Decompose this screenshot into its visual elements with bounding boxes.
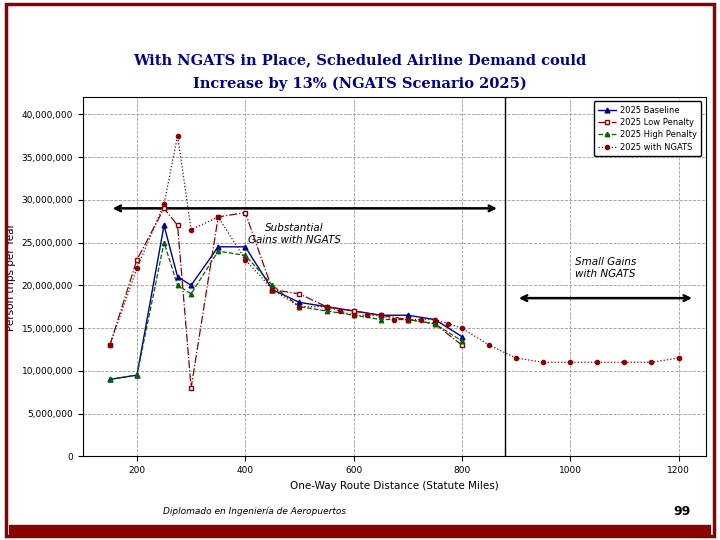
Line: 2025 Baseline: 2025 Baseline xyxy=(107,223,464,382)
2025 High Penalty xyxy=(295,303,304,310)
Line: 2025 High Penalty: 2025 High Penalty xyxy=(108,240,464,382)
2025 High Penalty xyxy=(322,308,330,314)
2025 Low Penalty xyxy=(268,286,276,293)
Y-axis label: Person trips per Year: Person trips per Year xyxy=(6,223,16,330)
2025 High Penalty xyxy=(268,282,276,288)
2025 with NGATS xyxy=(160,201,168,207)
2025 with NGATS xyxy=(214,214,222,220)
Text: Diplomado en Ingeniería de Aeropuertos: Diplomado en Ingeniería de Aeropuertos xyxy=(163,507,346,516)
2025 Low Penalty xyxy=(458,342,467,348)
2025 High Penalty xyxy=(214,248,222,254)
2025 High Penalty xyxy=(186,291,195,297)
2025 Low Penalty xyxy=(349,308,358,314)
2025 Baseline xyxy=(458,333,467,340)
2025 High Penalty xyxy=(349,312,358,319)
2025 Low Penalty xyxy=(431,321,439,327)
2025 with NGATS xyxy=(186,226,195,233)
2025 Low Penalty xyxy=(186,384,195,391)
2025 with NGATS xyxy=(431,316,439,323)
2025 with NGATS xyxy=(444,321,453,327)
2025 Baseline xyxy=(160,222,168,229)
2025 High Penalty xyxy=(174,282,182,288)
2025 Baseline xyxy=(241,244,250,250)
2025 Low Penalty xyxy=(241,210,250,216)
X-axis label: One-Way Route Distance (Statute Miles): One-Way Route Distance (Statute Miles) xyxy=(290,481,498,490)
Text: Substantial
Gains with NGATS: Substantial Gains with NGATS xyxy=(248,223,341,245)
Text: 99: 99 xyxy=(673,505,690,518)
Line: 2025 with NGATS: 2025 with NGATS xyxy=(108,133,680,364)
2025 Baseline xyxy=(132,372,141,379)
Line: 2025 Low Penalty: 2025 Low Penalty xyxy=(108,206,464,390)
2025 with NGATS xyxy=(403,316,412,323)
2025 High Penalty xyxy=(132,372,141,379)
2025 High Penalty xyxy=(241,252,250,259)
2025 Baseline xyxy=(431,316,439,323)
2025 with NGATS xyxy=(349,312,358,319)
2025 with NGATS xyxy=(512,355,521,361)
2025 with NGATS xyxy=(417,316,426,323)
2025 with NGATS xyxy=(322,303,330,310)
2025 with NGATS xyxy=(132,265,141,272)
2025 High Penalty xyxy=(458,338,467,344)
2025 Baseline xyxy=(106,376,114,382)
2025 High Penalty xyxy=(160,239,168,246)
2025 with NGATS xyxy=(363,312,372,319)
Text: Instituto Politécnico Nacional: Instituto Politécnico Nacional xyxy=(51,19,179,28)
2025 with NGATS xyxy=(458,325,467,331)
2025 Baseline xyxy=(295,299,304,306)
2025 Baseline xyxy=(186,282,195,288)
2025 Low Penalty xyxy=(403,316,412,323)
2025 with NGATS xyxy=(377,312,385,319)
2025 Baseline xyxy=(174,273,182,280)
2025 with NGATS xyxy=(674,355,683,361)
2025 with NGATS xyxy=(620,359,629,366)
2025 Low Penalty xyxy=(322,303,330,310)
2025 Low Penalty xyxy=(214,214,222,220)
2025 with NGATS xyxy=(539,359,547,366)
2025 Low Penalty xyxy=(377,312,385,319)
2025 Baseline xyxy=(403,312,412,319)
2025 Low Penalty xyxy=(160,205,168,212)
2025 Low Penalty xyxy=(106,342,114,348)
2025 Low Penalty xyxy=(295,291,304,297)
2025 Baseline xyxy=(377,312,385,319)
2025 with NGATS xyxy=(295,303,304,310)
2025 with NGATS xyxy=(241,256,250,263)
Text: Increase by 13% (NGATS Scenario 2025): Increase by 13% (NGATS Scenario 2025) xyxy=(193,77,527,91)
2025 Baseline xyxy=(322,303,330,310)
2025 Baseline xyxy=(268,286,276,293)
2025 with NGATS xyxy=(566,359,575,366)
Text: Small Gains
with NGATS: Small Gains with NGATS xyxy=(575,258,636,279)
2025 with NGATS xyxy=(647,359,656,366)
Bar xyxy=(9,525,711,535)
2025 Baseline xyxy=(349,308,358,314)
2025 Baseline xyxy=(214,244,222,250)
2025 High Penalty xyxy=(377,316,385,323)
2025 High Penalty xyxy=(431,321,439,327)
2025 High Penalty xyxy=(106,376,114,382)
Text: "La Técnica al Servicio de la Patria": "La Técnica al Servicio de la Patria" xyxy=(51,37,162,42)
2025 with NGATS xyxy=(174,132,182,139)
Text: With NGATS in Place, Scheduled Airline Demand could: With NGATS in Place, Scheduled Airline D… xyxy=(133,53,587,67)
2025 with NGATS xyxy=(390,316,399,323)
2025 with NGATS xyxy=(593,359,602,366)
Legend: 2025 Baseline, 2025 Low Penalty, 2025 High Penalty, 2025 with NGATS: 2025 Baseline, 2025 Low Penalty, 2025 Hi… xyxy=(593,102,701,156)
2025 with NGATS xyxy=(268,286,276,293)
2025 Low Penalty xyxy=(174,222,182,229)
2025 Low Penalty xyxy=(132,256,141,263)
2025 with NGATS xyxy=(485,342,493,348)
2025 with NGATS xyxy=(106,342,114,348)
2025 with NGATS xyxy=(336,308,344,314)
2025 High Penalty xyxy=(403,316,412,323)
